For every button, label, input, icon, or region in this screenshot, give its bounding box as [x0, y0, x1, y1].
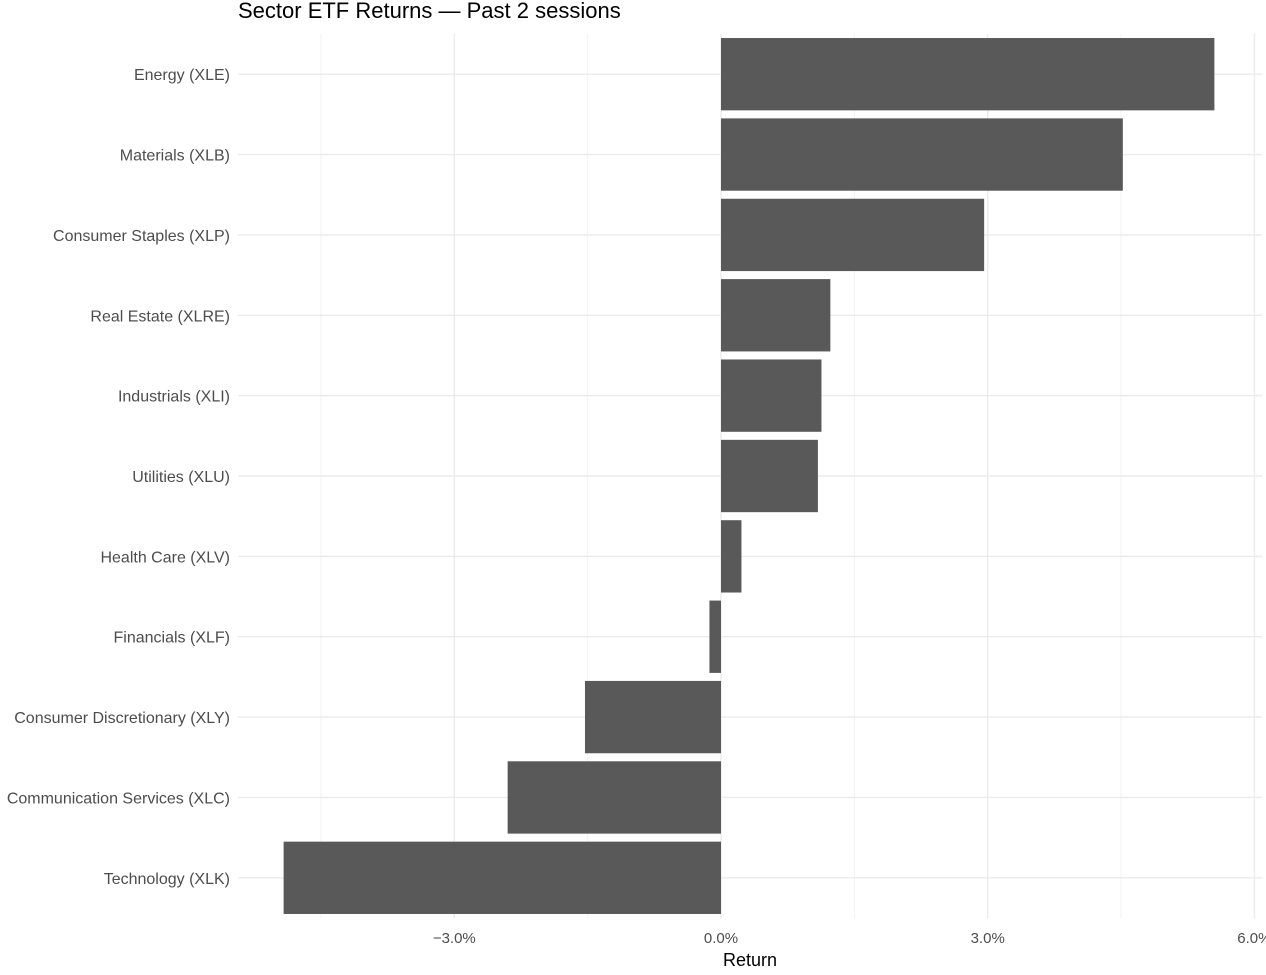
bar-layer	[283, 38, 1215, 914]
y-tick-label-0: Energy (XLE)	[134, 67, 230, 84]
x-tick-label-0: −3.0%	[433, 930, 476, 947]
bar-9	[507, 761, 721, 834]
bar-4	[721, 359, 822, 432]
x-tick-label-1: 0.0%	[704, 930, 738, 947]
y-tick-label-8: Consumer Discretionary (XLY)	[14, 710, 230, 727]
y-tick-label-9: Communication Services (XLC)	[7, 790, 230, 807]
y-tick-label-2: Consumer Staples (XLP)	[53, 228, 230, 245]
y-tick-label-5: Utilities (XLU)	[132, 469, 230, 486]
y-tick-label-3: Real Estate (XLRE)	[90, 308, 230, 325]
x-axis-title: Return	[723, 950, 777, 970]
y-axis-labels: Energy (XLE) Materials (XLB) Consumer Stap…	[7, 67, 230, 888]
y-tick-label-1: Materials (XLB)	[120, 148, 230, 165]
chart-title: Sector ETF Returns — Past 2 sessions	[238, 0, 621, 23]
y-tick-label-6: Health Care (XLV)	[100, 549, 230, 566]
bar-1	[721, 118, 1123, 191]
bar-10	[283, 841, 721, 914]
x-tick-label-2: 3.0%	[971, 930, 1005, 947]
x-tick-label-3: 6.0%	[1237, 930, 1266, 947]
bar-0	[721, 38, 1215, 111]
bar-5	[721, 439, 818, 513]
bar-2	[721, 198, 985, 272]
x-axis-labels: −3.0% 0.0% 3.0% 6.0%	[433, 930, 1266, 947]
y-tick-label-7: Financials (XLF)	[114, 630, 230, 647]
y-tick-label-4: Industrials (XLI)	[118, 389, 230, 406]
bar-6	[721, 520, 742, 593]
bar-7	[709, 600, 721, 673]
bar-8	[584, 680, 721, 754]
y-tick-label-10: Technology (XLK)	[104, 871, 230, 888]
bar-3	[721, 279, 831, 352]
